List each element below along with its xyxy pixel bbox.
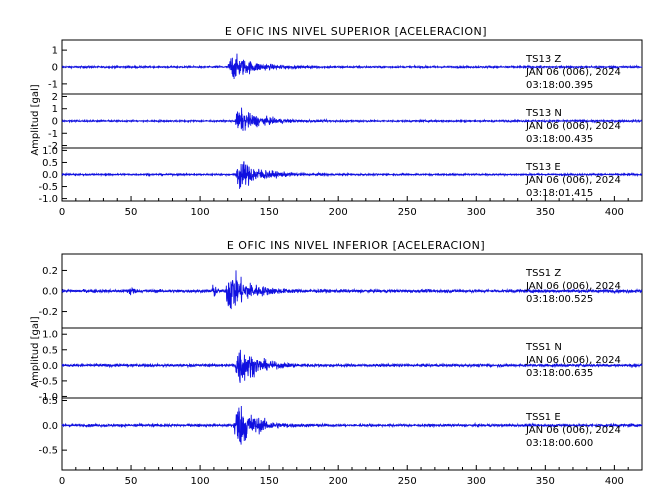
x-tick-label: 300 xyxy=(467,207,486,218)
date-label: JAN 06 (006), 2024 xyxy=(525,425,621,436)
x-tick-label: 400 xyxy=(605,476,624,487)
panel-title: E OFIC INS NIVEL INFERIOR [ACELERACION] xyxy=(227,239,485,252)
x-tick-label: 200 xyxy=(329,207,348,218)
y-tick-label: 0.5 xyxy=(42,345,58,356)
waveform-line xyxy=(61,406,643,445)
y-tick-label: -2 xyxy=(48,141,58,152)
x-tick-label: 250 xyxy=(398,476,417,487)
y-tick-label: -0.5 xyxy=(38,446,58,457)
y-tick-label: 0 xyxy=(52,63,58,74)
y-tick-label: -0.5 xyxy=(38,182,58,193)
date-label: JAN 06 (006), 2024 xyxy=(525,281,621,292)
x-tick-label: 50 xyxy=(125,476,138,487)
waveform-line xyxy=(61,53,643,79)
y-tick-label: 1 xyxy=(52,46,58,57)
y-tick-label: 1 xyxy=(52,104,58,115)
y-tick-label: -1 xyxy=(48,129,58,140)
x-tick-label: 50 xyxy=(125,207,138,218)
waveform-line xyxy=(61,161,643,189)
trace-ts13-n: -2-10 12 TS13 N JAN 06 (006), 2024 03:18:00.… xyxy=(48,92,643,152)
y-tick-label: -1.0 xyxy=(38,392,58,403)
y-tick-label: 2 xyxy=(52,92,58,103)
x-tick-label: 250 xyxy=(398,207,417,218)
waveform-line xyxy=(61,349,643,383)
station-label: TS13 N xyxy=(525,108,562,119)
x-tick-label: 300 xyxy=(467,476,486,487)
time-label: 03:18:00.435 xyxy=(526,134,593,145)
y-tick-label: -1 xyxy=(48,79,58,90)
date-label: JAN 06 (006), 2024 xyxy=(525,67,621,78)
y-tick-label: 0.5 xyxy=(42,396,58,407)
x-tick-label: 350 xyxy=(536,476,555,487)
y-tick-label: 0.0 xyxy=(42,287,58,298)
station-label: TSS1 Z xyxy=(525,268,561,279)
waveform-line xyxy=(61,107,643,131)
date-label: JAN 06 (006), 2024 xyxy=(525,121,621,132)
time-label: 03:18:01.415 xyxy=(526,188,593,199)
y-tick-label: 0.5 xyxy=(42,158,58,169)
x-tick-label: 400 xyxy=(605,207,624,218)
time-label: 03:18:00.600 xyxy=(526,438,593,449)
x-tick-label: 350 xyxy=(536,207,555,218)
lower-level-panel: E OFIC INS NIVEL INFERIOR [ACELERACION] … xyxy=(30,239,643,487)
x-tick-label: 100 xyxy=(191,207,210,218)
station-label: TSS1 E xyxy=(525,412,561,423)
x-tick-label: 0 xyxy=(59,207,65,218)
time-label: 03:18:00.395 xyxy=(526,80,593,91)
y-tick-label: 1.0 xyxy=(42,146,58,157)
y-tick-label: 0.2 xyxy=(42,266,58,277)
upper-level-panel: E OFIC INS NIVEL SUPERIOR [ACELERACION] … xyxy=(30,25,643,218)
x-tick-label: 150 xyxy=(260,476,279,487)
station-label: TS13 Z xyxy=(525,54,561,65)
y-tick-label: 1.0 xyxy=(42,330,58,341)
y-tick-label: -1.0 xyxy=(38,194,58,205)
y-tick-label: -0.2 xyxy=(38,307,58,318)
trace-tss1-n: -1.0 -0.5 0.0 0.5 1.0 TSS1 N JAN 06 (006), 202… xyxy=(38,327,643,403)
y-tick-label: 0 xyxy=(52,117,58,128)
y-tick-label: 0.0 xyxy=(42,361,58,372)
time-label: 03:18:00.525 xyxy=(526,294,593,305)
station-label: TSS1 N xyxy=(525,342,562,353)
x-tick-label: 200 xyxy=(329,476,348,487)
x-tick-label: 150 xyxy=(260,207,279,218)
trace-tss1-e: -0.5 0.0 0.5 TSS1 E JAN 06 (006), 2024 03:18:… xyxy=(38,396,643,457)
x-tick-label: 0 xyxy=(59,476,65,487)
x-tick-label: 100 xyxy=(191,476,210,487)
date-label: JAN 06 (006), 2024 xyxy=(525,355,621,366)
time-label: 03:18:00.635 xyxy=(526,368,593,379)
date-label: JAN 06 (006), 2024 xyxy=(525,175,621,186)
waveform-line xyxy=(61,270,643,310)
y-tick-label: 0.0 xyxy=(42,170,58,181)
y-tick-label: -0.5 xyxy=(38,376,58,387)
y-tick-label: 0.0 xyxy=(42,421,58,432)
trace-ts13-z: -1 0 1 TS13 Z JAN 06 (006), 2024 03:18:00.395 xyxy=(48,46,643,91)
y-axis-label: Amplitud [gal] xyxy=(30,84,41,155)
y-axis-label: Amplitud [gal] xyxy=(30,316,41,387)
station-label: TS13 E xyxy=(525,162,561,173)
trace-ts13-e: -1.0-0.50.00.51.0 TS13 E JAN 06 (006), 202… xyxy=(38,146,643,205)
trace-tss1-z: -0.2 0.0 0.2 TSS1 Z JAN 06 (006), 2024 03:18:… xyxy=(38,266,643,318)
panel-title: E OFIC INS NIVEL SUPERIOR [ACELERACION] xyxy=(225,25,487,38)
